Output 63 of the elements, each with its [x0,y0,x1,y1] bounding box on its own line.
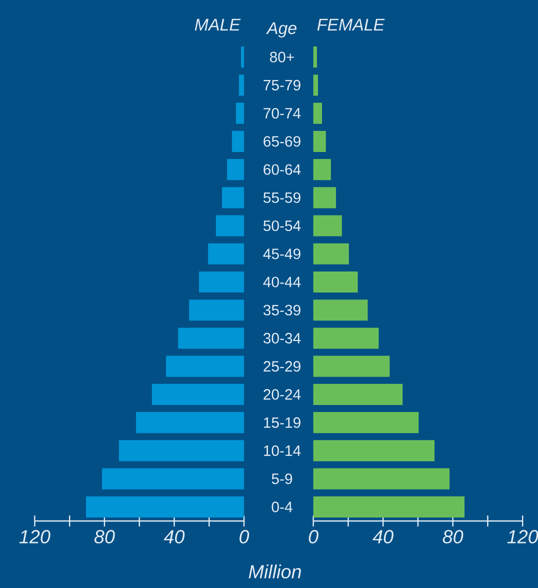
y-tick-label: 80+ [270,52,294,62]
y-tick-label: 20-24 [264,389,301,400]
y-tick-label: 35-39 [263,304,300,316]
y-tick-label: 0-4 [272,502,292,512]
bar [102,468,244,490]
y-tick-label: 5-9 [272,474,292,484]
x-axis-title: Million [248,564,301,578]
y-tick-label: 75-79 [264,80,300,90]
y-tick-label: 60-64 [264,164,301,175]
bar [199,271,244,293]
bar [208,243,244,264]
x-tick-label: 40 [372,530,394,544]
bar [313,440,435,462]
bar [189,300,244,321]
x-tick-label: 120 [19,530,50,544]
bar [313,328,379,349]
bar [313,102,322,124]
bar [236,102,244,124]
bar [313,158,331,180]
bar [227,158,244,180]
bar [216,215,244,236]
bar [313,271,358,293]
bar [178,328,244,349]
bar [313,496,465,518]
y-tick-label: 30-34 [263,332,301,344]
bar [232,130,244,152]
x-tick-label: 120 [507,530,538,544]
y-tick-label: 25-29 [264,361,300,372]
bar [166,356,244,377]
bar [136,412,244,434]
x-tick-label: 40 [164,530,185,544]
x-tick-label: 80 [442,530,464,544]
bar [152,384,244,406]
bar [86,496,244,518]
y-tick-label: 65-69 [264,136,300,147]
bar [313,468,450,490]
bar [241,46,244,68]
bar [313,74,318,96]
bar [238,74,244,96]
y-tick-label: 50-54 [263,220,301,232]
bar [118,440,244,462]
bar [222,187,244,208]
y-axis-title: Age [266,22,296,38]
bar [313,384,403,406]
y-tick-label: 15-19 [264,417,300,428]
x-tick-label: 0 [240,530,250,544]
chart-title: FEMALE [317,18,385,30]
bar [313,187,336,208]
y-tick-label: 10-14 [264,445,301,456]
x-tick-label: 80 [94,530,115,544]
bar [313,412,419,434]
y-tick-label: 45-49 [263,248,300,260]
bar [313,46,317,68]
x-tick-label: 0 [308,530,318,544]
bar [313,356,390,377]
y-tick-label: 55-59 [263,192,300,203]
chart-title: MALE [194,18,241,30]
y-tick-label: 40-44 [263,276,301,288]
bar [313,300,368,321]
y-tick-label: 70-74 [264,108,301,119]
bar [313,215,342,236]
bar [313,243,349,264]
bar [313,130,326,152]
